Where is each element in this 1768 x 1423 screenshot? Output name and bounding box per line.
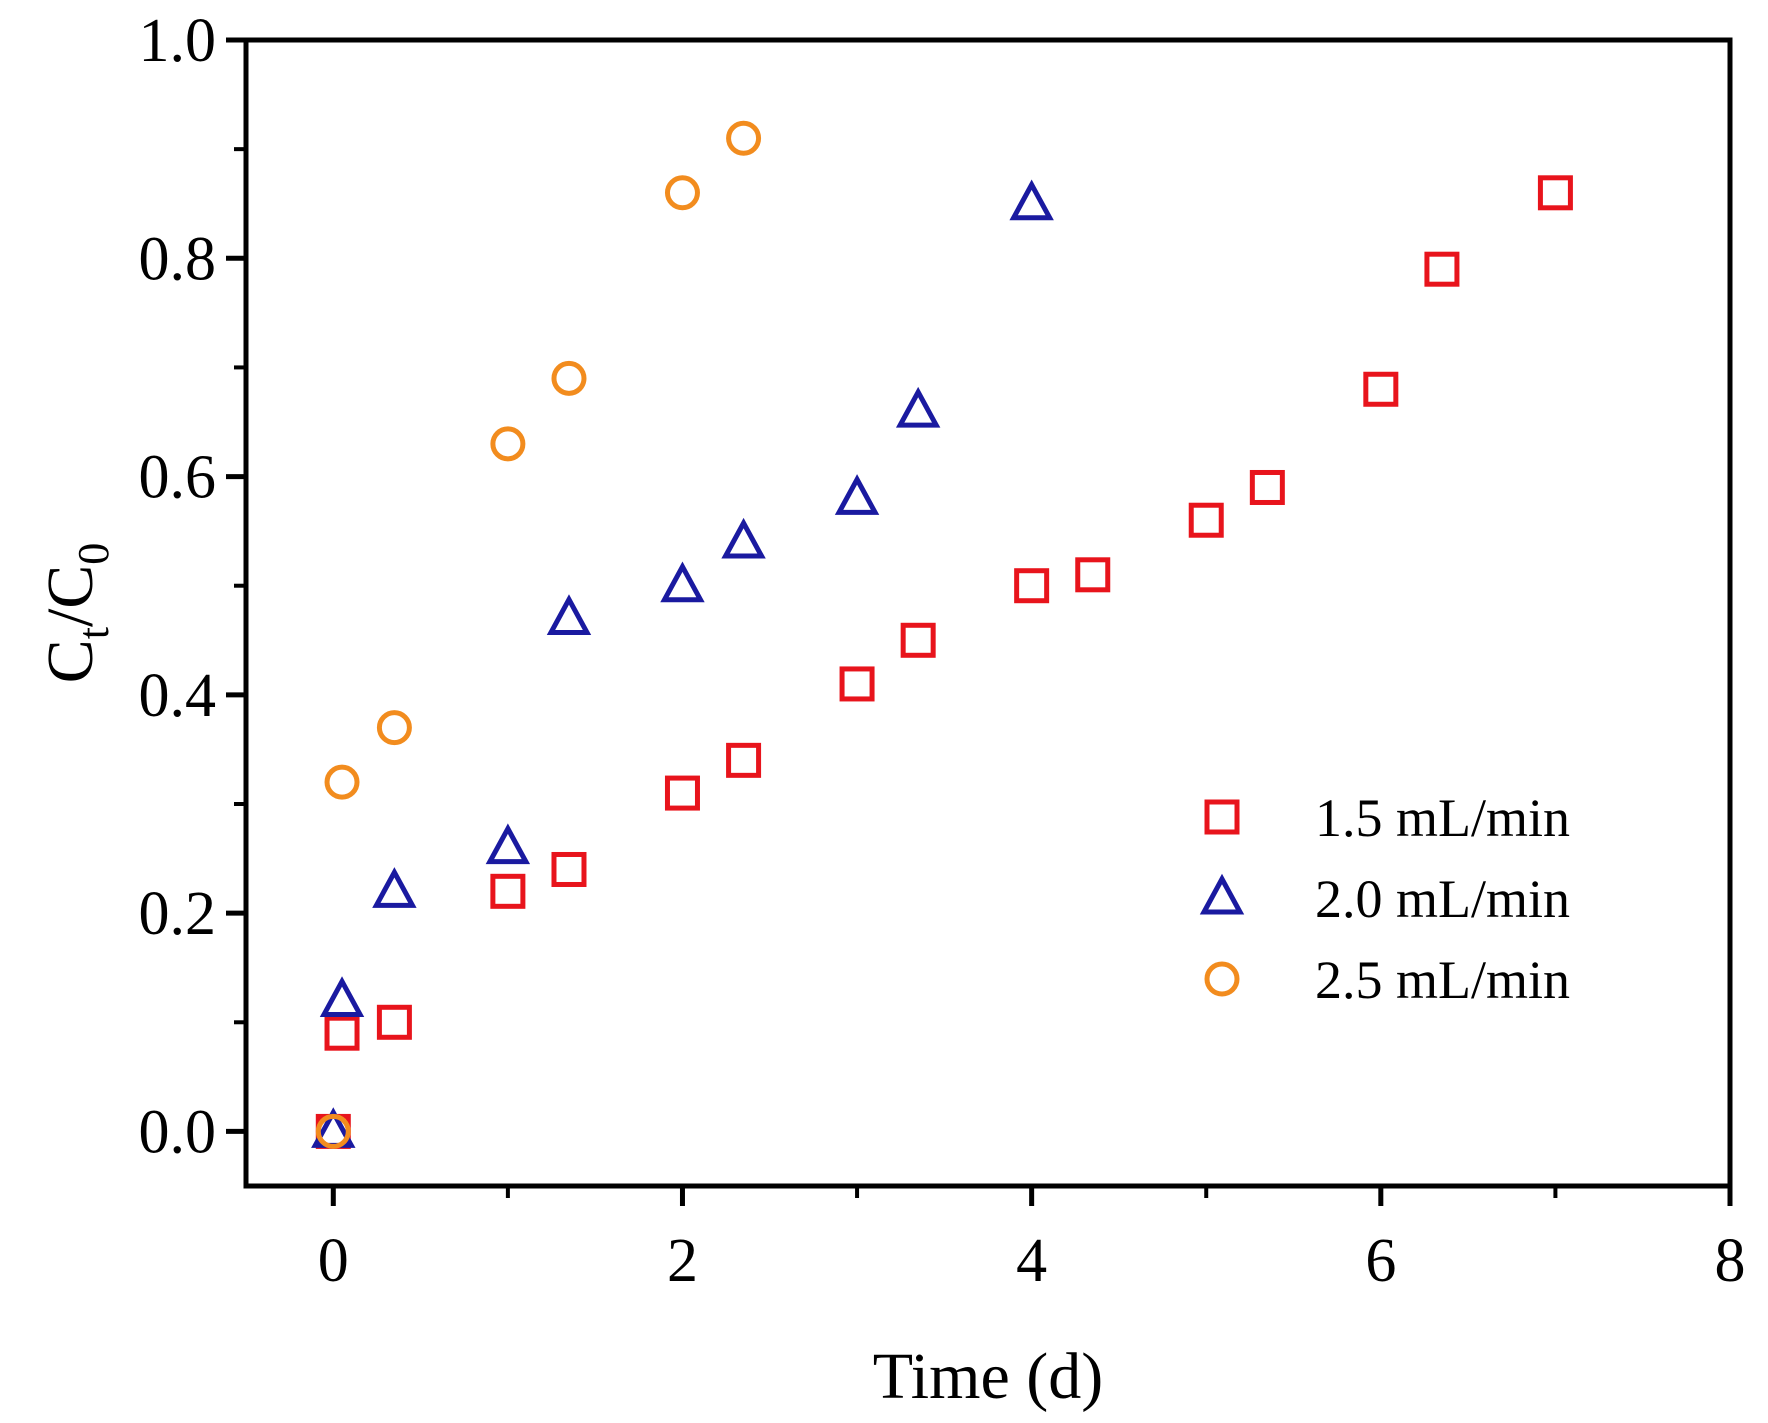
data-point-triangle <box>485 823 531 865</box>
legend: 1.5 mL/min 2.0 mL/min 2.5 mL/min <box>1199 788 1570 1010</box>
x-tick-label: 0 <box>318 1227 349 1295</box>
x-tick-labels: 0 2 4 6 8 <box>318 1227 1746 1295</box>
y-tick-labels: 0.0 0.2 0.4 0.6 0.8 1.0 <box>139 7 217 1166</box>
data-point-square <box>900 622 936 658</box>
legend-label: 2.5 mL/min <box>1315 950 1570 1010</box>
data-point-square <box>664 775 700 811</box>
data-point-triangle <box>546 594 592 635</box>
legend-marker-circle <box>1204 961 1240 997</box>
data-point-triangle <box>319 976 365 1017</box>
data-point-circle <box>726 120 762 156</box>
y-tick-label: 0.0 <box>139 1098 217 1166</box>
legend-label: 1.5 mL/min <box>1315 788 1570 848</box>
data-point-circle <box>324 764 360 800</box>
data-point-square <box>376 1004 412 1040</box>
data-points <box>311 120 1573 1149</box>
data-point-square <box>1188 502 1224 538</box>
data-point-square <box>1014 568 1050 604</box>
y-axis-label: Ct/C0 <box>34 543 118 684</box>
data-point-square <box>726 742 762 778</box>
data-point-square <box>1075 557 1111 593</box>
y-axis-label-slash: /C <box>34 565 107 627</box>
y-axis-label-sub2: 0 <box>69 543 118 565</box>
data-point-triangle <box>834 474 880 515</box>
legend-marker-square <box>1204 799 1240 835</box>
data-point-circle <box>490 426 526 462</box>
y-tick-label: 1.0 <box>139 7 217 75</box>
x-axis-label: Time (d) <box>873 1340 1103 1413</box>
data-point-triangle <box>372 867 417 908</box>
data-point-triangle <box>1009 179 1054 221</box>
data-point-triangle <box>895 386 941 428</box>
y-axis-label-sub1: t <box>69 627 118 639</box>
data-point-square <box>551 851 587 887</box>
data-point-triangle <box>721 517 766 559</box>
data-point-square <box>490 873 526 909</box>
y-tick-label: 0.6 <box>139 444 217 512</box>
x-tick-label: 6 <box>1365 1227 1396 1295</box>
data-point-square <box>1424 251 1460 287</box>
data-point-circle <box>664 175 700 211</box>
data-point-triangle <box>660 561 705 603</box>
y-axis-label-main: C <box>34 639 107 683</box>
y-tick-label: 0.2 <box>139 880 217 948</box>
y-tick-label: 0.4 <box>139 662 217 730</box>
data-point-square <box>839 666 875 702</box>
legend-marker-triangle <box>1199 873 1245 915</box>
data-point-square <box>324 1015 360 1051</box>
axis-ticks <box>226 37 1733 1206</box>
legend-label: 2.0 mL/min <box>1315 869 1570 929</box>
plot-frame <box>243 37 1733 1189</box>
data-point-circle <box>376 710 412 746</box>
x-tick-label: 2 <box>667 1227 698 1295</box>
data-point-circle <box>315 1113 351 1149</box>
x-tick-label: 8 <box>1715 1227 1746 1295</box>
data-point-square <box>1363 371 1399 407</box>
data-point-square <box>1537 175 1573 211</box>
y-tick-label: 0.8 <box>139 225 217 293</box>
x-tick-label: 4 <box>1016 1227 1047 1295</box>
data-point-square <box>1249 469 1285 505</box>
data-point-circle <box>551 360 587 396</box>
